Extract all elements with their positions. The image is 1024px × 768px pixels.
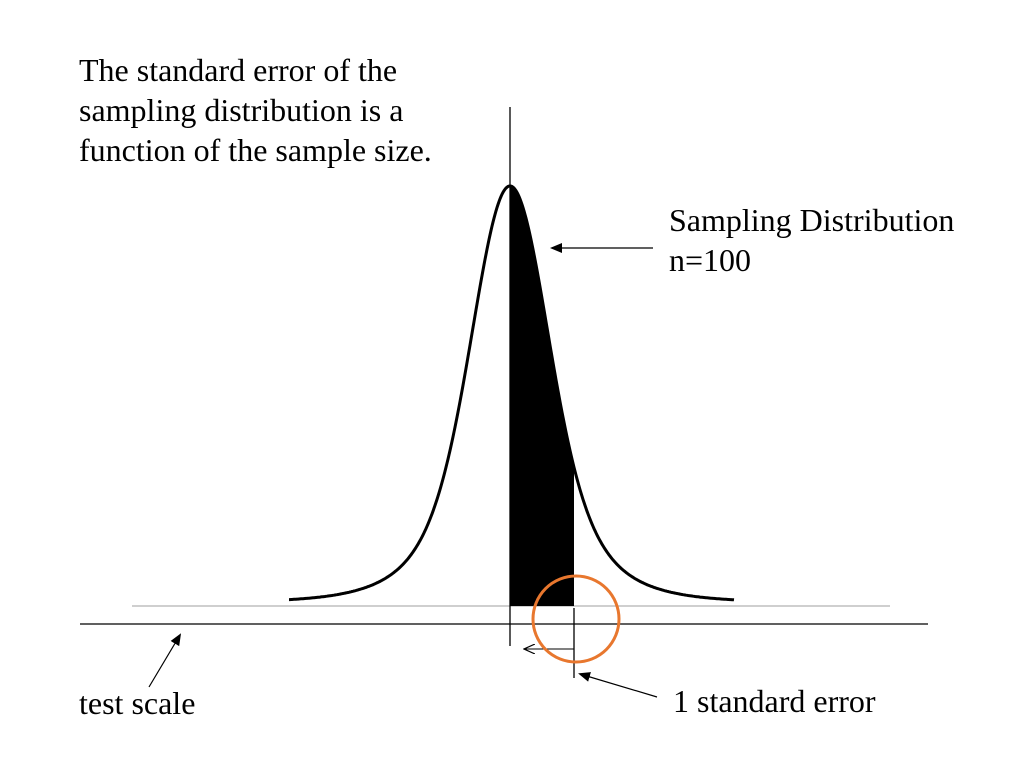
sample-size-label: n=100 [669, 242, 752, 278]
sampling-distribution-curve [289, 184, 735, 602]
one-standard-error-region [510, 186, 574, 606]
explanation-line-3: function of the sample size. [79, 132, 432, 168]
explanation-line-1: The standard error of the [79, 52, 398, 88]
test-scale-pointer-arrow [148, 633, 182, 688]
sampling-distribution-label: Sampling Distribution n=100 [669, 200, 954, 280]
sampling-distribution-title: Sampling Distribution [669, 202, 955, 238]
standard-error-pointer-arrow [578, 672, 658, 698]
test-scale-label: test scale [79, 685, 196, 721]
standard-error-label: 1 standard error [673, 683, 876, 719]
explanation-line-2: sampling distribution is a [79, 92, 404, 128]
explanation-text: The standard error of the sampling distr… [79, 50, 432, 170]
highlight-circle [531, 574, 621, 664]
